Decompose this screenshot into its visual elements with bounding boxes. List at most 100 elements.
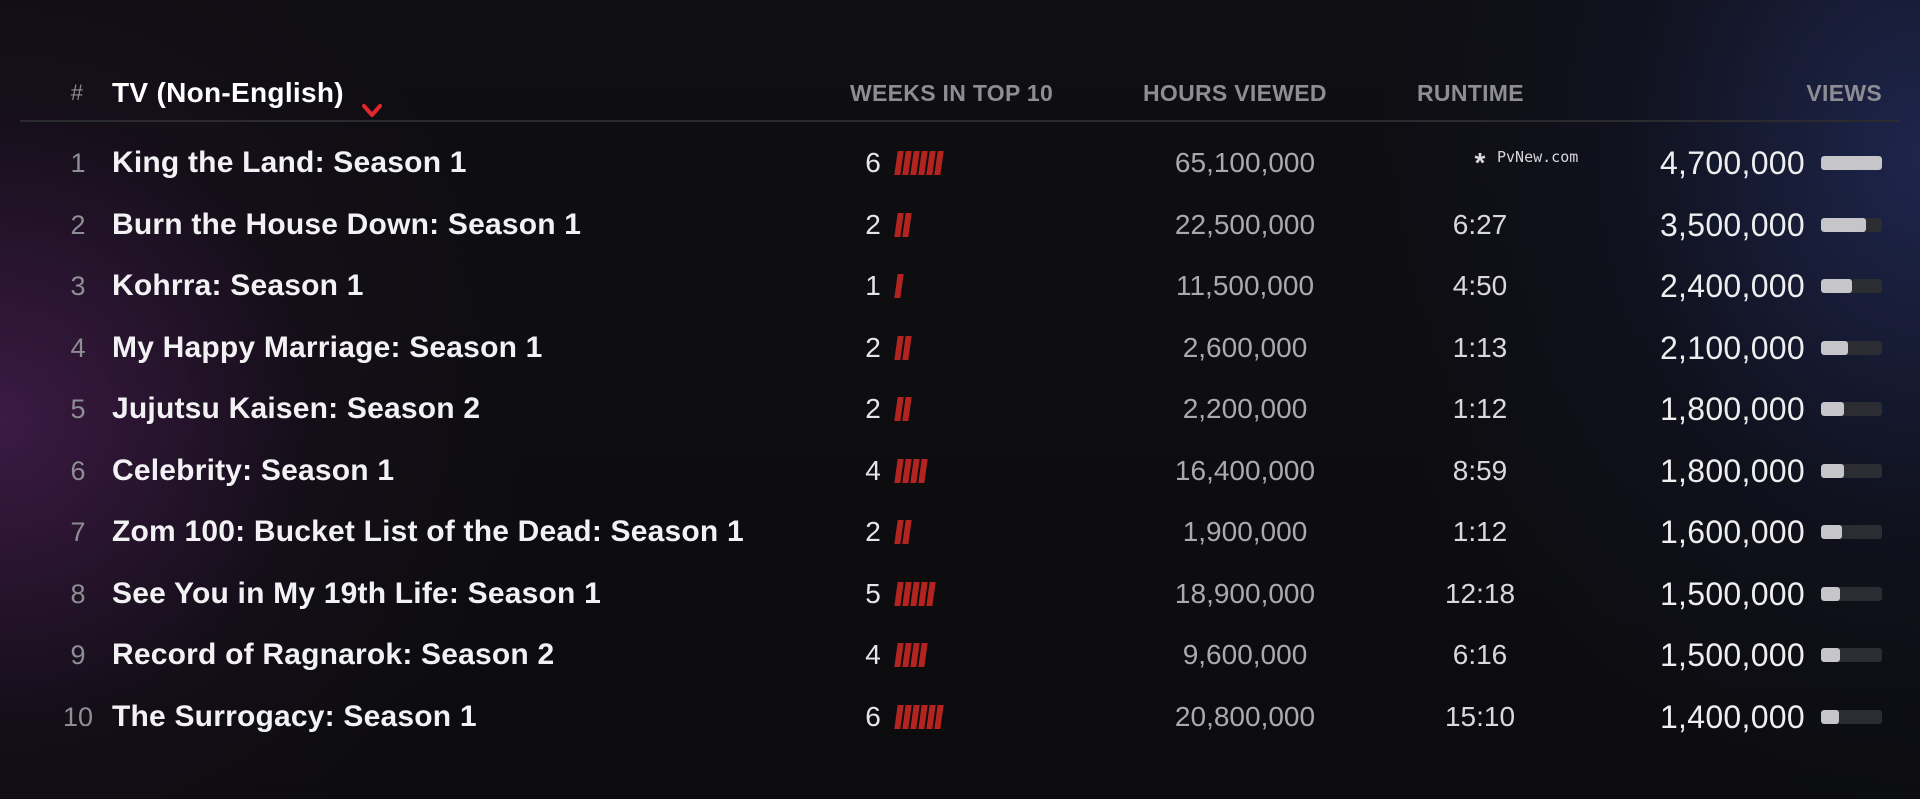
table-row[interactable]: 10 The Surrogacy: Season 1 6 20,800,000 … (0, 686, 1920, 748)
views-bar-track (1821, 710, 1882, 724)
weeks-bars (894, 378, 912, 440)
weeks-in-top10-count: 1 (865, 270, 881, 301)
runtime: 1:12 (1452, 516, 1508, 547)
hours-viewed: 1,900,000 (1182, 516, 1308, 547)
week-bar (894, 274, 904, 298)
show-title[interactable]: Kohrra: Season 1 (112, 269, 364, 302)
weeks-bars (894, 317, 912, 379)
views-count: 1,500,000 (1659, 576, 1805, 612)
views-bar (1821, 686, 1882, 748)
category-dropdown[interactable]: TV (Non-English) (112, 70, 382, 117)
runtime: 1:13 (1452, 332, 1508, 363)
table-row[interactable]: 9 Record of Ragnarok: Season 2 4 9,600,0… (0, 624, 1920, 686)
runtime: 15:10 (1444, 701, 1516, 732)
rank-number: 3 (70, 271, 86, 301)
views-count: 2,100,000 (1659, 330, 1805, 366)
views-bar-track (1821, 156, 1882, 170)
views-bar-track (1821, 402, 1882, 416)
week-bar (902, 520, 912, 544)
views-count: 1,800,000 (1659, 453, 1805, 489)
weeks-column-header[interactable]: WEEKS IN TOP 10 (850, 80, 1054, 106)
runtime: 6:16 (1452, 639, 1508, 670)
weeks-in-top10-count: 5 (865, 578, 881, 609)
views-bar-fill (1821, 464, 1845, 478)
show-title[interactable]: Celebrity: Season 1 (112, 454, 395, 487)
header-divider (20, 120, 1900, 122)
runtime: * (1474, 147, 1486, 178)
watermark-text: PvNew.com (1497, 148, 1579, 166)
table-row[interactable]: 6 Celebrity: Season 1 4 16,400,000 8:59 … (0, 440, 1920, 502)
views-bar-fill (1821, 710, 1840, 724)
table-row[interactable]: 8 See You in My 19th Life: Season 1 5 18… (0, 563, 1920, 625)
table-row[interactable]: 3 Kohrra: Season 1 1 11,500,000 4:50 2,4… (0, 255, 1920, 317)
views-bar-fill (1821, 156, 1882, 170)
views-bar (1821, 255, 1882, 317)
views-count: 1,800,000 (1659, 391, 1805, 427)
views-bar-track (1821, 218, 1882, 232)
show-title[interactable]: My Happy Marriage: Season 1 (112, 331, 543, 364)
hours-column-header[interactable]: HOURS VIEWED (1143, 80, 1327, 106)
views-bar-track (1821, 464, 1882, 478)
runtime: 1:12 (1452, 393, 1508, 424)
runtime-column-header[interactable]: RUNTIME (1417, 80, 1524, 106)
views-bar-fill (1821, 648, 1841, 662)
views-bar-fill (1821, 525, 1842, 539)
show-title[interactable]: See You in My 19th Life: Season 1 (112, 577, 601, 610)
table-row[interactable]: 1 King the Land: Season 1 6 65,100,000 *… (0, 132, 1920, 194)
views-bar (1821, 501, 1882, 563)
weeks-in-top10-count: 4 (865, 455, 881, 486)
week-bar (902, 336, 912, 360)
show-title[interactable]: Record of Ragnarok: Season 2 (112, 638, 555, 671)
views-count: 1,600,000 (1659, 514, 1805, 550)
views-bar-track (1821, 525, 1882, 539)
views-bar (1821, 378, 1882, 440)
week-bar (934, 151, 944, 175)
weeks-bars (894, 194, 912, 256)
weeks-in-top10-count: 6 (865, 147, 881, 178)
weeks-bars (894, 255, 904, 317)
hours-viewed: 20,800,000 (1174, 701, 1316, 732)
hours-viewed: 22,500,000 (1174, 209, 1316, 240)
hours-viewed: 2,600,000 (1182, 332, 1308, 363)
views-count: 3,500,000 (1659, 207, 1805, 243)
show-title[interactable]: Jujutsu Kaisen: Season 2 (112, 392, 481, 425)
views-bar-track (1821, 587, 1882, 601)
views-count: 1,500,000 (1659, 637, 1805, 673)
views-bar-track (1821, 279, 1882, 293)
views-bar-fill (1821, 279, 1853, 293)
week-bar (918, 459, 928, 483)
views-column-header[interactable]: VIEWS (1806, 80, 1882, 106)
table-row[interactable]: 4 My Happy Marriage: Season 1 2 2,600,00… (0, 317, 1920, 379)
views-bar-fill (1821, 402, 1845, 416)
table-row[interactable]: 5 Jujutsu Kaisen: Season 2 2 2,200,000 1… (0, 378, 1920, 440)
rank-number: 7 (70, 517, 86, 547)
weeks-in-top10-count: 2 (865, 393, 881, 424)
views-bar (1821, 624, 1882, 686)
rank-column-header: # (70, 80, 84, 105)
runtime: 12:18 (1444, 578, 1516, 609)
table-row[interactable]: 2 Burn the House Down: Season 1 2 22,500… (0, 194, 1920, 256)
category-label: TV (Non-English) (112, 77, 344, 108)
views-bar (1821, 194, 1882, 256)
hours-viewed: 2,200,000 (1182, 393, 1308, 424)
views-count: 2,400,000 (1659, 268, 1805, 304)
show-title[interactable]: The Surrogacy: Season 1 (112, 700, 477, 733)
views-bar (1821, 317, 1882, 379)
views-bar-track (1821, 341, 1882, 355)
views-bar (1821, 440, 1882, 502)
show-title[interactable]: King the Land: Season 1 (112, 146, 467, 179)
week-bar (902, 397, 912, 421)
rank-number: 9 (70, 640, 86, 670)
weeks-bars (894, 624, 928, 686)
weeks-in-top10-count: 6 (865, 701, 881, 732)
rank-number: 1 (70, 148, 86, 178)
show-title[interactable]: Burn the House Down: Season 1 (112, 208, 582, 241)
rank-number: 6 (70, 456, 86, 486)
chevron-down-icon[interactable] (361, 86, 382, 117)
show-title[interactable]: Zom 100: Bucket List of the Dead: Season… (112, 515, 744, 548)
runtime: 8:59 (1452, 455, 1508, 486)
weeks-bars (894, 686, 944, 748)
views-count: 4,700,000 (1659, 145, 1805, 181)
table-row[interactable]: 7 Zom 100: Bucket List of the Dead: Seas… (0, 501, 1920, 563)
